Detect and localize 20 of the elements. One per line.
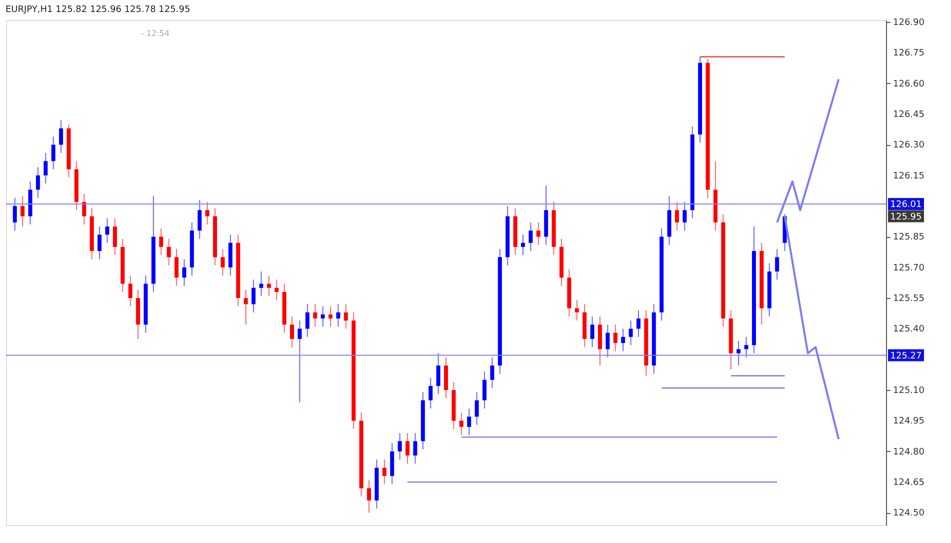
y-tick-label: 126.90 — [893, 18, 925, 28]
ref-line-label: 126.01 — [890, 200, 922, 210]
y-tick-label: 126.15 — [893, 171, 924, 182]
y-tick-label: 126.60 — [893, 79, 925, 90]
y-tick-label: 124.95 — [893, 416, 924, 427]
y-tick-label: 125.70 — [893, 263, 925, 274]
y-tick-label: 126.30 — [893, 140, 925, 151]
annotation: 125.95 — [890, 212, 922, 222]
y-tick-label: 124.65 — [893, 478, 924, 488]
ref-line-label: 125.27 — [890, 351, 922, 362]
annotation: - 12:54 — [141, 29, 170, 38]
y-tick-label: 125.55 — [893, 294, 924, 304]
y-tick-label: 125.40 — [893, 324, 925, 335]
chart-title: EURJPY,H1 125.82 125.96 125.78 125.95 — [6, 5, 190, 16]
y-tick-label: 126.45 — [893, 110, 924, 120]
y-tick-label: 124.50 — [893, 508, 925, 519]
y-tick-label: 126.75 — [893, 48, 924, 59]
y-tick-label: 125.85 — [893, 232, 924, 243]
y-tick-label: 124.80 — [893, 447, 925, 458]
y-tick-label: 125.10 — [893, 386, 925, 396]
